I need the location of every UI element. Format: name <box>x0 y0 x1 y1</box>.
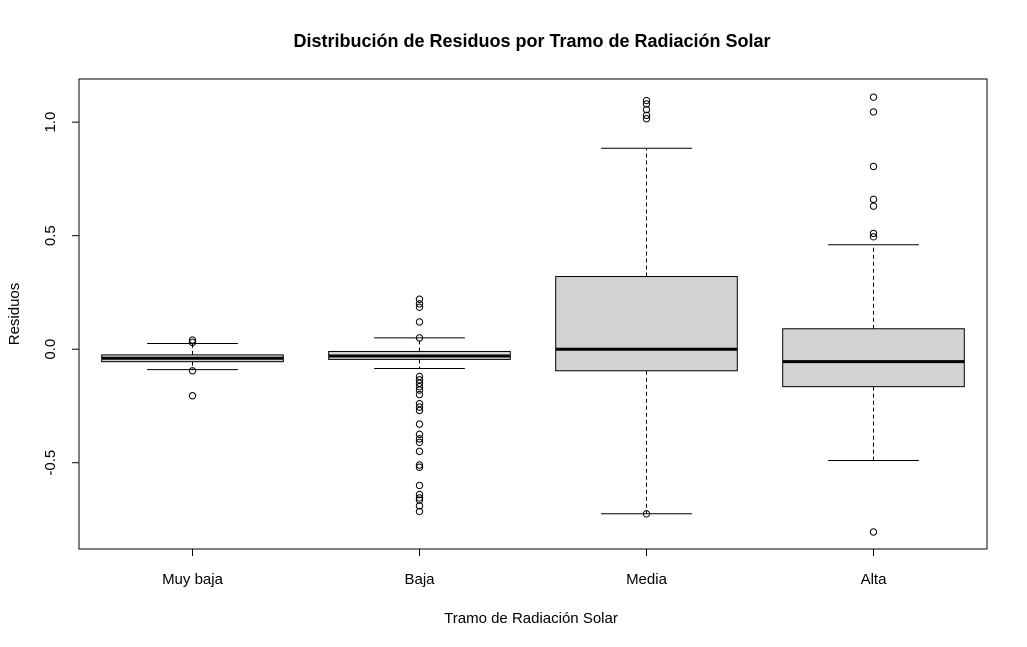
outlier-point <box>415 447 424 456</box>
y-tick-label: -0.5 <box>42 450 59 476</box>
outlier-point <box>415 502 424 510</box>
plot-frame <box>78 78 988 550</box>
outlier-point <box>415 303 424 311</box>
y-axis: -0.5 0.0 0.5 1.0 <box>42 112 80 476</box>
outlier-point <box>188 338 197 347</box>
outlier-point <box>642 115 651 123</box>
boxes-layer <box>101 93 965 536</box>
outlier-point <box>188 367 197 375</box>
outlier-point <box>642 96 651 105</box>
outlier-point <box>415 295 424 303</box>
outlier-point <box>415 430 424 439</box>
outlier-point <box>415 494 424 502</box>
outlier-point <box>415 390 424 399</box>
outlier-point <box>642 100 651 108</box>
outlier-point <box>415 507 424 516</box>
box-group <box>328 295 511 516</box>
box-group <box>782 93 965 536</box>
outlier-point <box>869 195 878 204</box>
outlier-point <box>869 93 878 101</box>
x-tick-label: Baja <box>404 571 435 588</box>
outlier-point <box>642 105 651 114</box>
y-tick-label: 0.5 <box>42 225 59 246</box>
y-tick-label: 0.0 <box>42 339 59 360</box>
box-iqr <box>782 328 965 388</box>
outlier-point <box>415 463 424 471</box>
outlier-point <box>415 403 424 411</box>
outlier-point <box>415 420 424 428</box>
box-group <box>555 96 738 518</box>
outlier-point <box>415 438 424 446</box>
outlier-point <box>869 229 878 238</box>
chart-title: Distribución de Residuos por Tramo de Ra… <box>293 31 770 51</box>
outlier-point <box>642 111 651 120</box>
outlier-point <box>869 528 878 536</box>
y-tick-label: 1.0 <box>42 112 59 133</box>
outlier-point <box>869 108 878 116</box>
outlier-point <box>415 496 424 504</box>
x-tick-label: Alta <box>861 571 888 588</box>
outlier-point <box>188 336 197 344</box>
box-group <box>101 336 284 400</box>
x-tick-label: Media <box>626 571 668 588</box>
outlier-point <box>415 318 424 326</box>
outlier-point <box>415 435 424 443</box>
outlier-point <box>415 382 424 391</box>
outlier-point <box>415 490 424 499</box>
outlier-point <box>415 481 424 490</box>
x-axis-label: Tramo de Radiación Solar <box>444 610 618 627</box>
outlier-point <box>188 392 197 400</box>
y-axis-label: Residuos <box>6 283 23 346</box>
outlier-point <box>415 300 424 308</box>
outlier-point <box>415 406 424 415</box>
x-axis: Muy baja Baja Media Alta <box>162 548 888 588</box>
outlier-point <box>415 461 424 469</box>
box-iqr <box>555 276 738 372</box>
outlier-point <box>642 510 651 518</box>
outlier-point <box>869 202 878 210</box>
outlier-point <box>869 233 878 241</box>
outlier-point <box>415 386 424 394</box>
outlier-point <box>415 334 424 342</box>
x-tick-label: Muy baja <box>162 571 224 588</box>
outlier-point <box>869 162 878 171</box>
